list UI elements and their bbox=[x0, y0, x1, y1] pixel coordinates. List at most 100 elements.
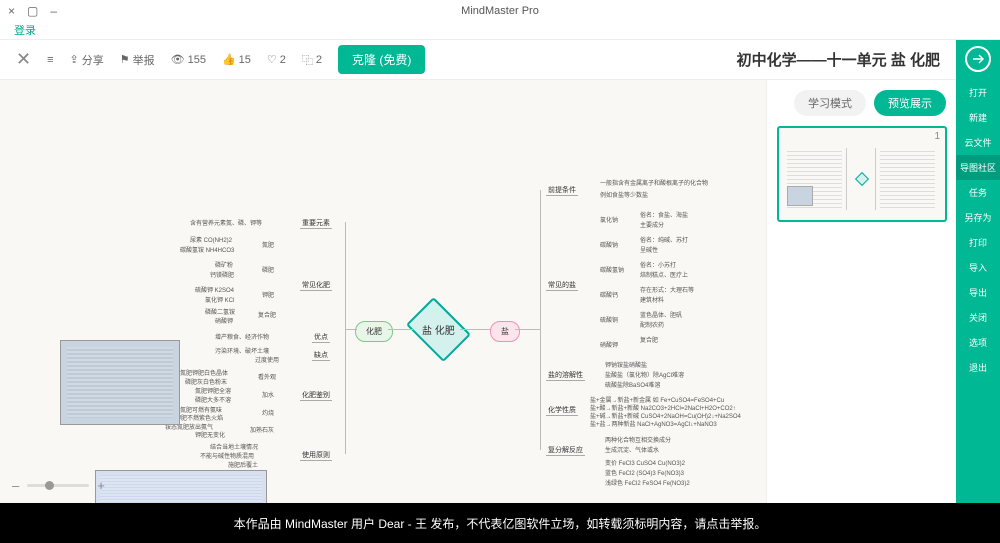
leaf: 尿素 CO(NH2)2 bbox=[190, 235, 232, 244]
close-doc-icon[interactable]: ✕ bbox=[16, 49, 31, 70]
leaf: 氮肥钾肥全溶 bbox=[195, 386, 231, 395]
leaf: 含有营养元素氮、磷、钾等 bbox=[190, 218, 262, 227]
like-button[interactable]: 👍15 bbox=[222, 53, 251, 66]
leaf: 增产粮食、经济作物 bbox=[215, 332, 269, 341]
favorite-button[interactable]: ♡2 bbox=[267, 53, 286, 66]
sidebar-item-options[interactable]: 选项 bbox=[956, 330, 1000, 355]
document-title: 初中化学——十一单元 盐 化肥 bbox=[737, 49, 940, 70]
sidebar: 打开 新建 云文件 导图社区 任务 另存为 打印 导入 导出 关闭 选项 退出 bbox=[956, 40, 1000, 503]
footer-text: 本作品由 MindMaster 用户 Dear - 王 发布，不代表亿图软件立场… bbox=[234, 515, 767, 532]
leaf: 存在形式：大理石等 bbox=[640, 285, 694, 294]
leaf: 呈碱性 bbox=[640, 245, 658, 254]
node-identify[interactable]: 化肥鉴别 bbox=[300, 390, 332, 401]
leaf: 复合肥 bbox=[258, 310, 276, 319]
leaf: 硫酸钾 K2SO4 bbox=[195, 285, 234, 294]
sidebar-item-import[interactable]: 导入 bbox=[956, 255, 1000, 280]
sidebar-item-saveas[interactable]: 另存为 bbox=[956, 205, 1000, 230]
leaf: 碳酸钙 bbox=[600, 290, 618, 299]
leaf: 俗名：纯碱、苏打 bbox=[640, 235, 688, 244]
leaf: 生成沉淀、气体或水 bbox=[605, 445, 659, 454]
leaf: 磷肥灰白色粉末 bbox=[185, 377, 227, 386]
zoom-slider[interactable] bbox=[27, 484, 89, 487]
main: ✕ ≡ ⇪分享 ⚑举报 👁155 👍15 ♡2 ⿻2 克隆 (免费) 初中化学—… bbox=[0, 40, 1000, 503]
leaf: 看外观 bbox=[258, 372, 276, 381]
leaf: 氮肥 bbox=[262, 240, 274, 249]
canvas[interactable]: 盐 化肥 盐 前提条件 一般指含有金属离子和酸根离子的化合物 例如食盐等少数盐 … bbox=[0, 80, 766, 503]
footer-banner: 本作品由 MindMaster 用户 Dear - 王 发布，不代表亿图软件立场… bbox=[0, 503, 1000, 543]
leaf: 钾肥 bbox=[262, 290, 274, 299]
node-principle[interactable]: 使用原则 bbox=[300, 450, 332, 461]
node-metathesis[interactable]: 复分解反应 bbox=[546, 445, 585, 456]
leaf: 浅绿色 FeCl2 FeSO4 Fe(NO3)2 bbox=[605, 478, 690, 487]
node-advantage[interactable]: 优点 bbox=[312, 332, 330, 343]
thumbnail-panel: 学习模式 预览展示 1 bbox=[766, 80, 956, 503]
tab-overview[interactable]: 预览展示 bbox=[874, 90, 946, 116]
leaf: 磷酸二氢铵 bbox=[205, 307, 235, 316]
leaf: 蓝色晶体、胆矾 bbox=[640, 310, 682, 319]
node-fertilizer[interactable]: 化肥 bbox=[355, 321, 393, 342]
max-icon[interactable]: ▢ bbox=[27, 4, 38, 18]
content: ✕ ≡ ⇪分享 ⚑举报 👁155 👍15 ♡2 ⿻2 克隆 (免费) 初中化学—… bbox=[0, 40, 956, 503]
leaf: 硫酸盐除BaSO4难溶 bbox=[605, 380, 660, 389]
sidebar-item-close[interactable]: 关闭 bbox=[956, 305, 1000, 330]
leaf: 主要成分 bbox=[640, 220, 664, 229]
go-icon[interactable] bbox=[965, 46, 991, 72]
tab-study-mode[interactable]: 学习模式 bbox=[794, 90, 866, 116]
view-count: 👁155 bbox=[171, 53, 206, 66]
page-thumbnail[interactable]: 1 bbox=[777, 126, 947, 222]
leaf: 俗名：食盐、海盐 bbox=[640, 210, 688, 219]
leaf: 建筑材料 bbox=[640, 295, 664, 304]
sidebar-item-cloud[interactable]: 云文件 bbox=[956, 130, 1000, 155]
leaf: 蓝色 FeCl2 (SO4)3 Fe(NO3)3 bbox=[605, 468, 684, 477]
body-row: 盐 化肥 盐 前提条件 一般指含有金属离子和酸根离子的化合物 例如食盐等少数盐 … bbox=[0, 80, 956, 503]
leaf: 污染环境、破坏土壤 bbox=[215, 346, 269, 355]
window-controls: × ▢ – bbox=[8, 4, 57, 18]
clone-button[interactable]: 克隆 (免费) bbox=[338, 45, 425, 74]
leaf: 磷肥大多不溶 bbox=[195, 395, 231, 404]
node-chem-prop[interactable]: 化学性质 bbox=[546, 405, 578, 416]
sidebar-item-new[interactable]: 新建 bbox=[956, 105, 1000, 130]
leaf: 例如食盐等少数盐 bbox=[600, 190, 648, 199]
leaf: 钙镁磷肥 bbox=[210, 270, 234, 279]
sidebar-item-export[interactable]: 导出 bbox=[956, 280, 1000, 305]
leaf: 碳酸钠 bbox=[600, 240, 618, 249]
zoom-out-icon[interactable]: – bbox=[12, 478, 19, 493]
report-button[interactable]: ⚑举报 bbox=[120, 52, 155, 68]
leaf: 磷肥 bbox=[262, 265, 274, 274]
sidebar-item-task[interactable]: 任务 bbox=[956, 180, 1000, 205]
menu-icon[interactable]: ≡ bbox=[47, 54, 53, 66]
node-precondition[interactable]: 前提条件 bbox=[546, 185, 578, 196]
zoom-control[interactable]: – + bbox=[12, 478, 105, 493]
leaf: 钾肥不燃紫色火焰 bbox=[175, 413, 223, 422]
leaf: 钾钠铵盐硝酸盐 bbox=[605, 360, 647, 369]
leaf: 灼烧 bbox=[262, 408, 274, 417]
node-disadvantage[interactable]: 缺点 bbox=[312, 350, 330, 361]
tab-login[interactable]: 登录 bbox=[8, 22, 42, 38]
leaf: 一般指含有金属离子和酸根离子的化合物 bbox=[600, 178, 708, 187]
node-solubility[interactable]: 盐的溶解性 bbox=[546, 370, 585, 381]
leaf: 碳酸氢铵 NH4HCO3 bbox=[180, 245, 234, 254]
node-salt[interactable]: 盐 bbox=[490, 321, 520, 342]
sidebar-item-open[interactable]: 打开 bbox=[956, 80, 1000, 105]
sidebar-item-exit[interactable]: 退出 bbox=[956, 355, 1000, 380]
heart-icon: ♡ bbox=[267, 53, 277, 66]
leaf: 磷矿粉 bbox=[215, 260, 233, 269]
titlebar: × ▢ – MindMaster Pro bbox=[0, 0, 1000, 22]
leaf: 钾肥无变化 bbox=[195, 430, 225, 439]
close-icon[interactable]: × bbox=[8, 4, 15, 18]
node-common-fert[interactable]: 常见化肥 bbox=[300, 280, 332, 291]
zoom-in-icon[interactable]: + bbox=[97, 478, 105, 493]
node-elements[interactable]: 重要元素 bbox=[300, 218, 332, 229]
leaf: 硝酸钾 bbox=[600, 340, 618, 349]
leaf: 盐+盐→两种新盐 NaCl+AgNO3=AgCl↓+NaNO3 bbox=[590, 419, 717, 428]
leaf: 加熟石灰 bbox=[250, 425, 274, 434]
sidebar-item-community[interactable]: 导图社区 bbox=[956, 155, 1000, 180]
share-button[interactable]: ⇪分享 bbox=[70, 52, 104, 68]
node-common-salts[interactable]: 常见的盐 bbox=[546, 280, 578, 291]
sidebar-item-print[interactable]: 打印 bbox=[956, 230, 1000, 255]
min-icon[interactable]: – bbox=[50, 4, 57, 18]
leaf: 氯化钾 KCl bbox=[205, 295, 234, 304]
app-title: MindMaster Pro bbox=[461, 5, 539, 17]
leaf: 结合当地土壤情况 bbox=[210, 442, 258, 451]
toolbar: ✕ ≡ ⇪分享 ⚑举报 👁155 👍15 ♡2 ⿻2 克隆 (免费) 初中化学—… bbox=[0, 40, 956, 80]
